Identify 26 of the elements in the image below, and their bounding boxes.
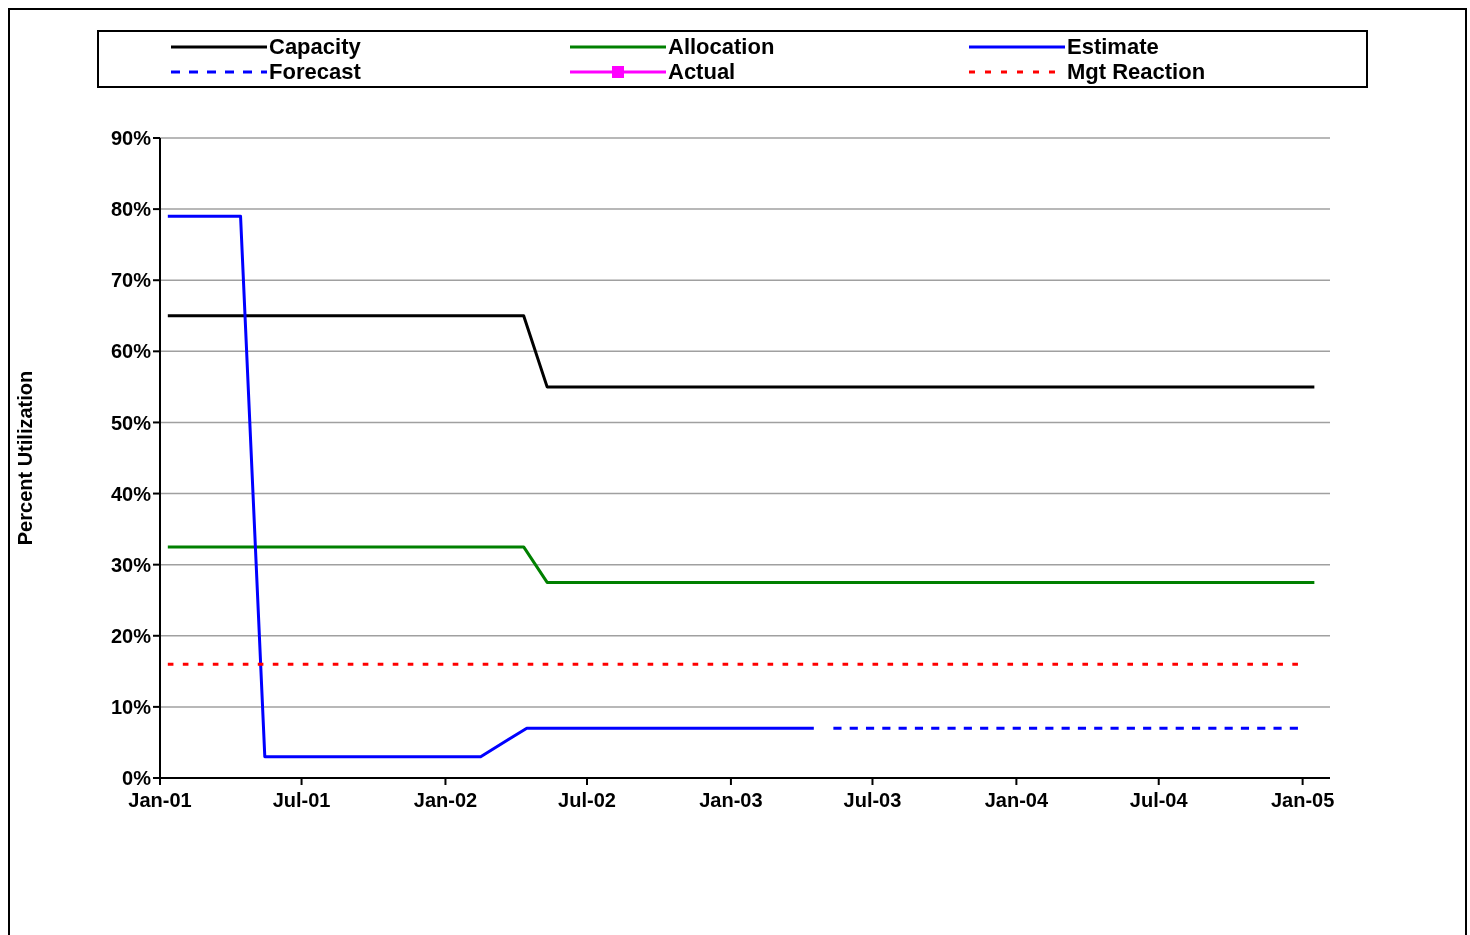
y-tick-label: 20%	[110, 624, 152, 647]
legend-label: Actual	[668, 58, 736, 84]
legend-label: Capacity	[269, 33, 361, 59]
x-tick-label: Jul-01	[272, 789, 331, 812]
x-tick-label: Jan-03	[699, 789, 763, 812]
y-tick-label: 0%	[122, 767, 152, 790]
legend-label: Forecast	[269, 58, 361, 84]
x-tick-label: Jul-04	[1129, 789, 1189, 812]
x-tick-label: Jan-02	[413, 789, 478, 812]
y-tick-label: 80%	[110, 198, 152, 221]
y-tick-label: 10%	[110, 695, 152, 718]
y-tick-label: 50%	[110, 411, 152, 434]
x-tick-label: Jan-04	[984, 789, 1049, 812]
x-tick-label: Jan-05	[1270, 789, 1335, 812]
x-tick-label: Jul-03	[843, 789, 902, 812]
y-tick-label: 40%	[110, 482, 152, 505]
y-tick-label: 60%	[110, 340, 152, 363]
y-tick-label: 30%	[110, 553, 152, 576]
y-tick-label: 70%	[110, 269, 152, 292]
x-tick-label: Jan-01	[128, 789, 192, 812]
x-tick-label: Jul-02	[558, 789, 616, 812]
legend-label: Mgt Reaction	[1067, 58, 1206, 84]
y-axis-title: Percent Utilization	[14, 370, 37, 546]
legend-label: Estimate	[1067, 33, 1159, 59]
legend-label: Allocation	[668, 33, 775, 59]
y-tick-label: 90%	[110, 127, 152, 150]
